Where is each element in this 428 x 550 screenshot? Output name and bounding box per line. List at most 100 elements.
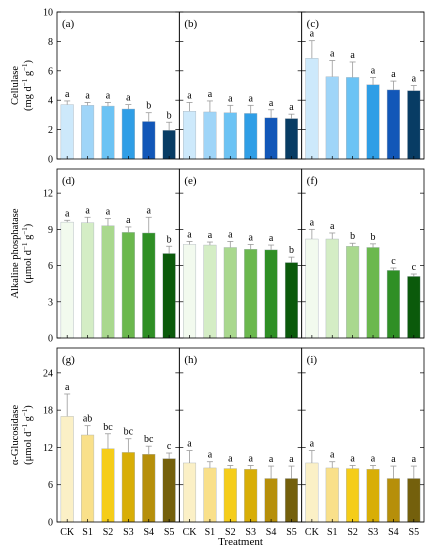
panel-frame: [56, 347, 180, 523]
significance-letter: c: [412, 262, 417, 273]
panel-h: a a a a a a (h) CK S1 S2 S3 S4 S5: [178, 347, 303, 538]
bar: [284, 478, 298, 523]
significance-letter: a: [208, 450, 213, 461]
panel-label: (b): [184, 18, 197, 30]
significance-letter: bc: [144, 434, 154, 445]
bar: [305, 462, 319, 523]
bar: [203, 111, 217, 160]
x-tick-label: S2: [103, 527, 114, 538]
x-tick-label: S3: [245, 527, 256, 538]
significance-letter: c: [167, 441, 172, 452]
bar: [264, 249, 278, 339]
panel-a: a a a a b b (a): [56, 11, 180, 160]
significance-letter: a: [106, 206, 111, 217]
panel-frame: [301, 168, 425, 339]
bar: [366, 84, 380, 160]
panel-label: (f): [307, 175, 318, 187]
significance-letter: b: [350, 231, 355, 242]
bar: [81, 105, 95, 160]
bar: [162, 130, 176, 160]
bar: [60, 221, 74, 339]
bar: [407, 90, 421, 160]
x-tick-label: S5: [164, 527, 175, 538]
bar: [366, 247, 380, 339]
x-tick-label: S1: [205, 527, 216, 538]
significance-letter: a: [289, 454, 294, 465]
x-tick-label: S5: [286, 527, 297, 538]
y-tick-label: 10: [43, 8, 53, 19]
x-tick-label: S1: [82, 527, 93, 538]
x-tick-label: S4: [388, 527, 399, 538]
significance-letter: a: [248, 93, 253, 104]
significance-letter: a: [310, 217, 315, 228]
panel-e: a a a a a b (e): [178, 168, 303, 339]
y-axis-label: Alkaline phosphatase: [10, 208, 21, 298]
y-tick-label: 4: [48, 96, 53, 107]
significance-letter: bc: [103, 422, 113, 433]
panel-d: a a a a a b (d): [56, 168, 180, 339]
significance-letter: a: [85, 90, 90, 101]
bar: [183, 244, 197, 339]
significance-letter: a: [289, 102, 294, 113]
x-tick-label: S2: [347, 527, 358, 538]
bar: [60, 104, 74, 160]
significance-letter: a: [330, 221, 335, 232]
x-tick-label: CK: [305, 527, 320, 538]
y-tick-label: 9: [48, 225, 53, 236]
significance-letter: a: [65, 382, 70, 393]
significance-letter: a: [269, 98, 274, 109]
panel-label: (a): [62, 18, 75, 30]
y-tick-label: 0: [48, 518, 53, 529]
bar: [142, 121, 156, 160]
significance-letter: b: [167, 110, 172, 121]
significance-letter: a: [248, 232, 253, 243]
significance-letter: a: [248, 453, 253, 464]
bar: [346, 246, 360, 339]
significance-letter: a: [310, 439, 315, 450]
panel-label: (g): [62, 354, 75, 366]
bar: [325, 238, 339, 339]
panel-frame: [178, 168, 303, 339]
significance-letter: a: [371, 453, 376, 464]
bar: [244, 249, 258, 339]
bar: [223, 112, 237, 160]
bar: [264, 478, 278, 523]
bar: [121, 232, 135, 339]
significance-letter: a: [187, 229, 192, 240]
x-tick-label: CK: [183, 527, 198, 538]
significance-letter: a: [208, 230, 213, 241]
y-tick-label: 3: [48, 297, 53, 308]
x-tick-label: S3: [123, 527, 134, 538]
panel-label: (c): [307, 18, 320, 30]
bar: [325, 467, 339, 523]
bar: [346, 77, 360, 160]
bar: [121, 108, 135, 160]
bar: [407, 276, 421, 339]
significance-letter: a: [65, 208, 70, 219]
bar: [81, 434, 95, 523]
y-tick-label: 2: [48, 125, 53, 136]
y-tick-label: 6: [48, 66, 53, 77]
bar: [223, 468, 237, 523]
bar: [407, 478, 421, 523]
x-tick-label: S3: [368, 527, 379, 538]
bar: [244, 113, 258, 160]
y-axis-unit: (μmol d−1 g−1): [21, 405, 34, 465]
panel-f: a a b b c c (f): [301, 168, 425, 339]
y-tick-label: 6: [48, 261, 53, 272]
bar: [366, 468, 380, 523]
significance-letter: b: [167, 234, 172, 245]
y-tick-label: 18: [43, 406, 53, 417]
significance-letter: a: [147, 205, 152, 216]
significance-letter: a: [269, 454, 274, 465]
bar: [264, 117, 278, 160]
significance-letter: a: [310, 29, 315, 40]
significance-letter: a: [65, 89, 70, 100]
significance-letter: a: [269, 233, 274, 244]
x-tick-label: S5: [409, 527, 420, 538]
panel-frame: [178, 347, 303, 523]
bar: [305, 58, 319, 160]
panel-label: (h): [184, 354, 197, 366]
significance-letter: a: [412, 74, 417, 85]
